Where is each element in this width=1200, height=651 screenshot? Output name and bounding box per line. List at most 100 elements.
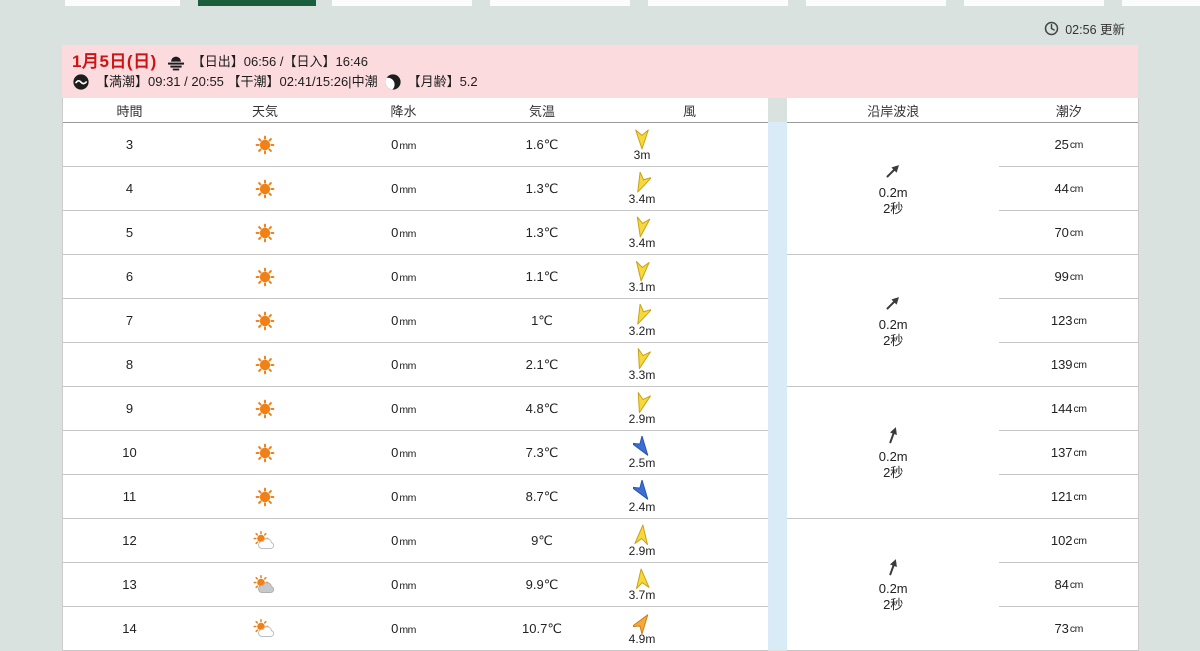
hour-row: 10 0mm 7.3℃ 2.5m: [63, 431, 768, 475]
top-tab[interactable]: [332, 0, 472, 6]
table-divider-band: [768, 122, 787, 650]
wind-direction-icon: [633, 479, 651, 502]
wave-direction-icon: [883, 557, 903, 581]
top-tab[interactable]: [490, 0, 630, 6]
wave-direction-icon: [883, 293, 903, 317]
temp-cell: 1℃: [531, 312, 553, 328]
tide-level-cell: 137 cm: [999, 431, 1138, 475]
precip-cell: 0mm: [391, 137, 416, 152]
tide-level-cell: 25 cm: [999, 123, 1138, 167]
temp-cell: 1.6℃: [525, 136, 559, 152]
tide-level-cell: 84 cm: [999, 563, 1138, 607]
top-tab[interactable]: [806, 0, 946, 6]
wave-direction-icon: [883, 425, 903, 449]
top-tab[interactable]: [1122, 0, 1200, 6]
weather-cell: [196, 223, 334, 243]
hour-row: 7 0mm 1℃ 3.2m: [63, 299, 768, 343]
hour-row: 9 0mm 4.8℃ 2.9m: [63, 387, 768, 431]
precip-cell: 0mm: [391, 489, 416, 504]
tide-wave-icon: [72, 73, 90, 91]
wind-direction-icon: [633, 171, 651, 194]
temp-cell: 1.3℃: [525, 180, 559, 196]
sun-icon: [255, 267, 275, 287]
top-tab-active[interactable]: [198, 0, 316, 6]
sun-icon: [255, 487, 275, 507]
precip-cell: 0mm: [391, 225, 416, 240]
weather-cell: [196, 135, 334, 155]
wave-group-cell: 0.2m 2秒: [787, 519, 1000, 651]
precip-cell: 0mm: [391, 621, 416, 636]
hourly-forecast-table: 時間 天気 降水 気温 風 3 0mm 1.6℃ 3m 4 0mm 1.3℃ 3…: [62, 98, 768, 651]
temp-cell: 4.8℃: [525, 400, 559, 416]
tide-level-cell: 73 cm: [999, 607, 1138, 651]
tide-level-cell: 102 cm: [999, 519, 1138, 563]
top-tab[interactable]: [65, 0, 180, 6]
hour-row: 6 0mm 1.1℃ 3.1m: [63, 255, 768, 299]
weather-cell: [196, 179, 334, 199]
wind-cell: 3.7m: [611, 568, 768, 602]
wave-group-cell: 0.2m 2秒: [787, 255, 1000, 387]
wind-direction-icon: [633, 128, 651, 150]
wind-direction-icon: [633, 216, 651, 238]
tide-level-cell: 121 cm: [999, 475, 1138, 519]
time-cell: 4: [125, 181, 134, 196]
wind-direction-icon: [633, 303, 651, 326]
time-cell: 8: [125, 357, 134, 372]
tide-times-label: 【満潮】09:31 / 20:55 【干潮】02:41/15:26|中潮: [96, 74, 378, 89]
time-cell: 6: [125, 269, 134, 284]
header-wind: 風: [682, 103, 696, 119]
hour-row: 5 0mm 1.3℃ 3.4m: [63, 211, 768, 255]
date-banner: 1月5日(日) 【日出】06:56 /【日入】16:46 【満潮】09:31 /…: [62, 45, 1138, 98]
update-time-label: 02:56 更新: [1065, 23, 1125, 37]
sun-icon: [255, 135, 275, 155]
precip-cell: 0mm: [391, 181, 416, 196]
top-tab[interactable]: [964, 0, 1104, 6]
time-cell: 5: [125, 225, 134, 240]
wind-cell: 3.2m: [611, 303, 768, 338]
tide-level-cell: 139 cm: [999, 343, 1138, 387]
temp-cell: 10.7℃: [522, 620, 562, 636]
wind-cell: 3.1m: [611, 260, 768, 294]
wave-group-cell: 0.2m 2秒: [787, 123, 1000, 255]
wave-group-cell: 0.2m 2秒: [787, 387, 1000, 519]
weather-cell: [196, 530, 334, 551]
header-time: 時間: [116, 103, 143, 119]
header-tide: 潮汐: [1055, 103, 1082, 119]
weather-cell: [196, 443, 334, 463]
wind-cell: 3.4m: [611, 171, 768, 206]
wind-direction-icon: [633, 435, 651, 458]
weather-cell: [196, 311, 334, 331]
wind-direction-icon: [633, 524, 651, 546]
hour-row: 3 0mm 1.6℃ 3m: [63, 123, 768, 167]
clock-icon: [1044, 21, 1059, 36]
temp-cell: 7.3℃: [525, 444, 559, 460]
wave-tide-table: 沿岸波浪 潮汐 0.2m 2秒 0.2m 2秒 0.2m 2秒 0.2m 2秒 25 cm 44 c…: [787, 98, 1139, 651]
header-precip: 降水: [390, 103, 417, 119]
sun-cloud-icon: [253, 530, 277, 551]
temp-cell: 8.7℃: [525, 488, 559, 504]
sun-icon: [255, 355, 275, 375]
temp-cell: 2.1℃: [525, 356, 559, 372]
top-tab[interactable]: [648, 0, 788, 6]
wave-height-label: 0.2m: [878, 580, 908, 596]
wave-period-label: 2秒: [883, 200, 904, 216]
weather-cell: [196, 355, 334, 375]
precip-cell: 0mm: [391, 577, 416, 592]
wave-period-label: 2秒: [883, 332, 904, 348]
weather-cell: [196, 618, 334, 639]
tide-level-cell: 144 cm: [999, 387, 1138, 431]
hour-row: 12 0mm 9℃ 2.9m: [63, 519, 768, 563]
wind-direction-icon: [633, 612, 651, 634]
wind-direction-icon: [633, 391, 651, 414]
wave-period-label: 2秒: [883, 464, 904, 480]
wind-direction-icon: [633, 347, 651, 370]
wave-period-label: 2秒: [883, 596, 904, 612]
time-cell: 11: [122, 489, 137, 504]
time-cell: 14: [122, 621, 137, 636]
date-label: 1月5日(日): [72, 52, 157, 71]
wind-cell: 3m: [611, 128, 768, 162]
wind-cell: 2.9m: [611, 524, 768, 558]
sun-graycloud-icon: [253, 574, 277, 595]
weather-cell: [196, 399, 334, 419]
precip-cell: 0mm: [391, 401, 416, 416]
